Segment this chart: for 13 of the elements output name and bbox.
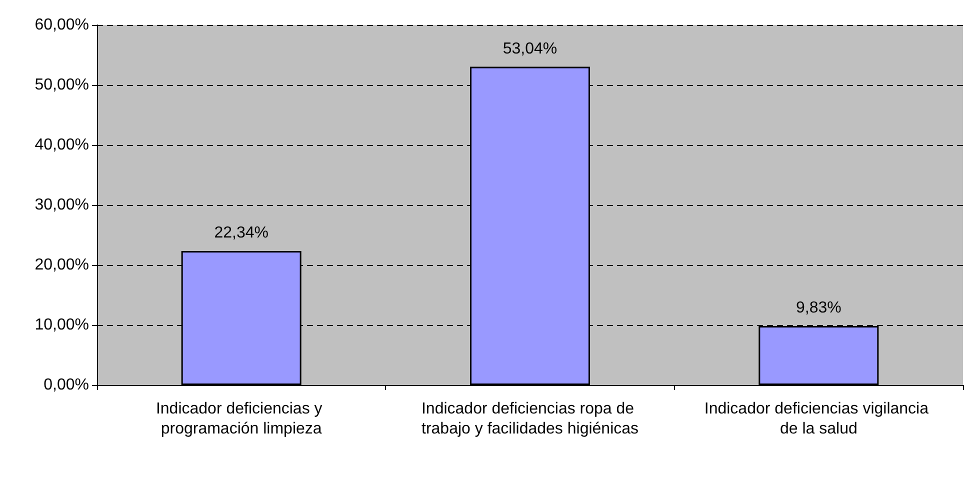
data-label: 22,34%	[214, 224, 268, 242]
y-tick-label: 10,00%	[34, 316, 89, 334]
x-tick-label: Indicador deficiencias ropa de trabajo y facilidades higiénicas	[421, 400, 639, 438]
y-tick-label: 30,00%	[34, 196, 89, 214]
y-tick-label: 40,00%	[34, 136, 89, 154]
y-tick-label: 0,00%	[44, 376, 89, 394]
x-tick-label: Indicador deficiencias vigilancia de la salud	[704, 400, 933, 438]
y-tick-label: 50,00%	[34, 76, 89, 94]
data-label: 53,04%	[502, 40, 558, 58]
x-tick-label: Indicador deficiencias y programación limpieza	[156, 400, 327, 438]
data-label: 9,83%	[796, 300, 842, 317]
y-tick-label: 20,00%	[34, 256, 89, 274]
y-tick-label: 60,00%	[34, 16, 89, 34]
